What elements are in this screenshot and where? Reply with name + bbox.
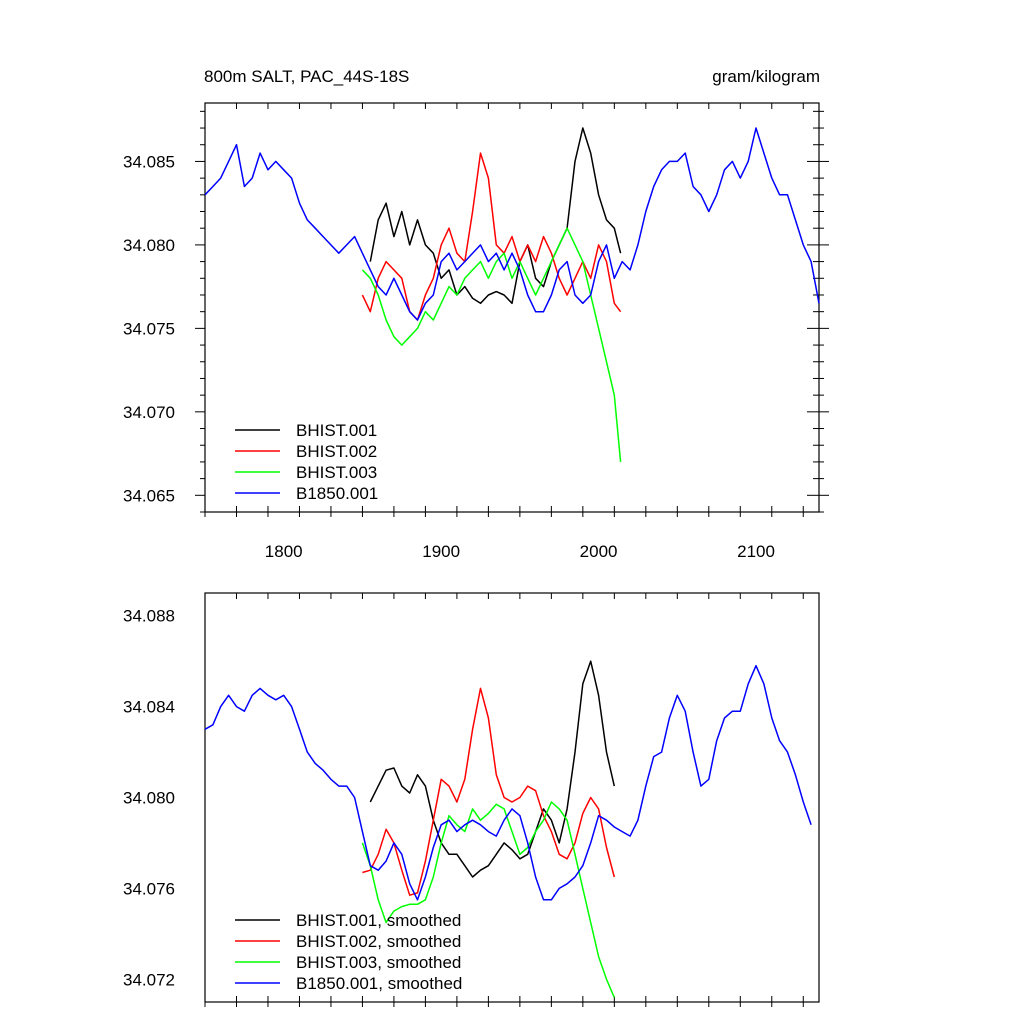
top-legend-label-4: B1850.001 [296, 484, 378, 503]
top-series-line-2 [361, 152, 622, 321]
top-xtick-label: 1900 [422, 542, 460, 561]
bottom-series-group [204, 660, 812, 998]
top-ticks: 1800 1900 2000 2100 34.065 34.070 34.075 34.080… [123, 103, 829, 561]
bottom-series-line-2 [362, 687, 616, 896]
bottom-ytick-label: 34.072 [123, 970, 175, 989]
top-panel: 800m SALT, PAC_44S-18S gram/kilogram 180… [123, 67, 829, 561]
top-series-group [204, 127, 820, 462]
top-ytick-label: 34.070 [123, 403, 175, 422]
bottom-plot-frame [204, 592, 820, 1003]
top-xtick-label: 2000 [580, 542, 618, 561]
top-xtick-label: 2100 [737, 542, 775, 561]
top-ytick-label: 34.065 [123, 486, 175, 505]
top-plot-frame [204, 102, 820, 513]
bottom-ticks: 34.072 34.076 34.080 34.084 34.088 [123, 593, 804, 1007]
bottom-series-line-3 [361, 801, 615, 998]
top-xtick-label: 1800 [265, 542, 303, 561]
top-ytick-label: 34.080 [123, 236, 175, 255]
bottom-legend: BHIST.001, smoothed BHIST.002, smoothed BH… [235, 911, 462, 993]
top-series-line-3 [361, 227, 622, 462]
bottom-panel: 34.072 34.076 34.080 34.084 34.088 BHIST.001… [123, 592, 820, 1007]
bottom-legend-label-3: BHIST.003, smoothed [296, 953, 461, 972]
bottom-legend-label-4: B1850.001, smoothed [296, 974, 462, 993]
top-ytick-label: 34.075 [123, 319, 175, 338]
bottom-ytick-label: 34.076 [123, 879, 175, 898]
bottom-legend-label-2: BHIST.002, smoothed [296, 932, 461, 951]
bottom-ytick-label: 34.080 [123, 789, 175, 808]
bottom-series-line-1 [369, 660, 616, 878]
bottom-legend-label-1: BHIST.001, smoothed [296, 911, 461, 930]
top-series-line-1 [369, 127, 622, 305]
top-legend-label-3: BHIST.003 [296, 463, 377, 482]
bottom-ytick-label: 34.088 [123, 607, 175, 626]
top-legend-label-1: BHIST.001 [296, 421, 377, 440]
bottom-ytick-label: 34.084 [123, 698, 175, 717]
chart-units: gram/kilogram [712, 67, 820, 86]
chart-title: 800m SALT, PAC_44S-18S [204, 67, 409, 86]
top-series-line-4 [204, 127, 820, 321]
top-legend: BHIST.001 BHIST.002 BHIST.003 B1850.001 [235, 421, 378, 503]
bottom-series-line-4 [204, 664, 812, 901]
top-ytick-label: 34.085 [123, 152, 175, 171]
top-legend-label-2: BHIST.002 [296, 442, 377, 461]
